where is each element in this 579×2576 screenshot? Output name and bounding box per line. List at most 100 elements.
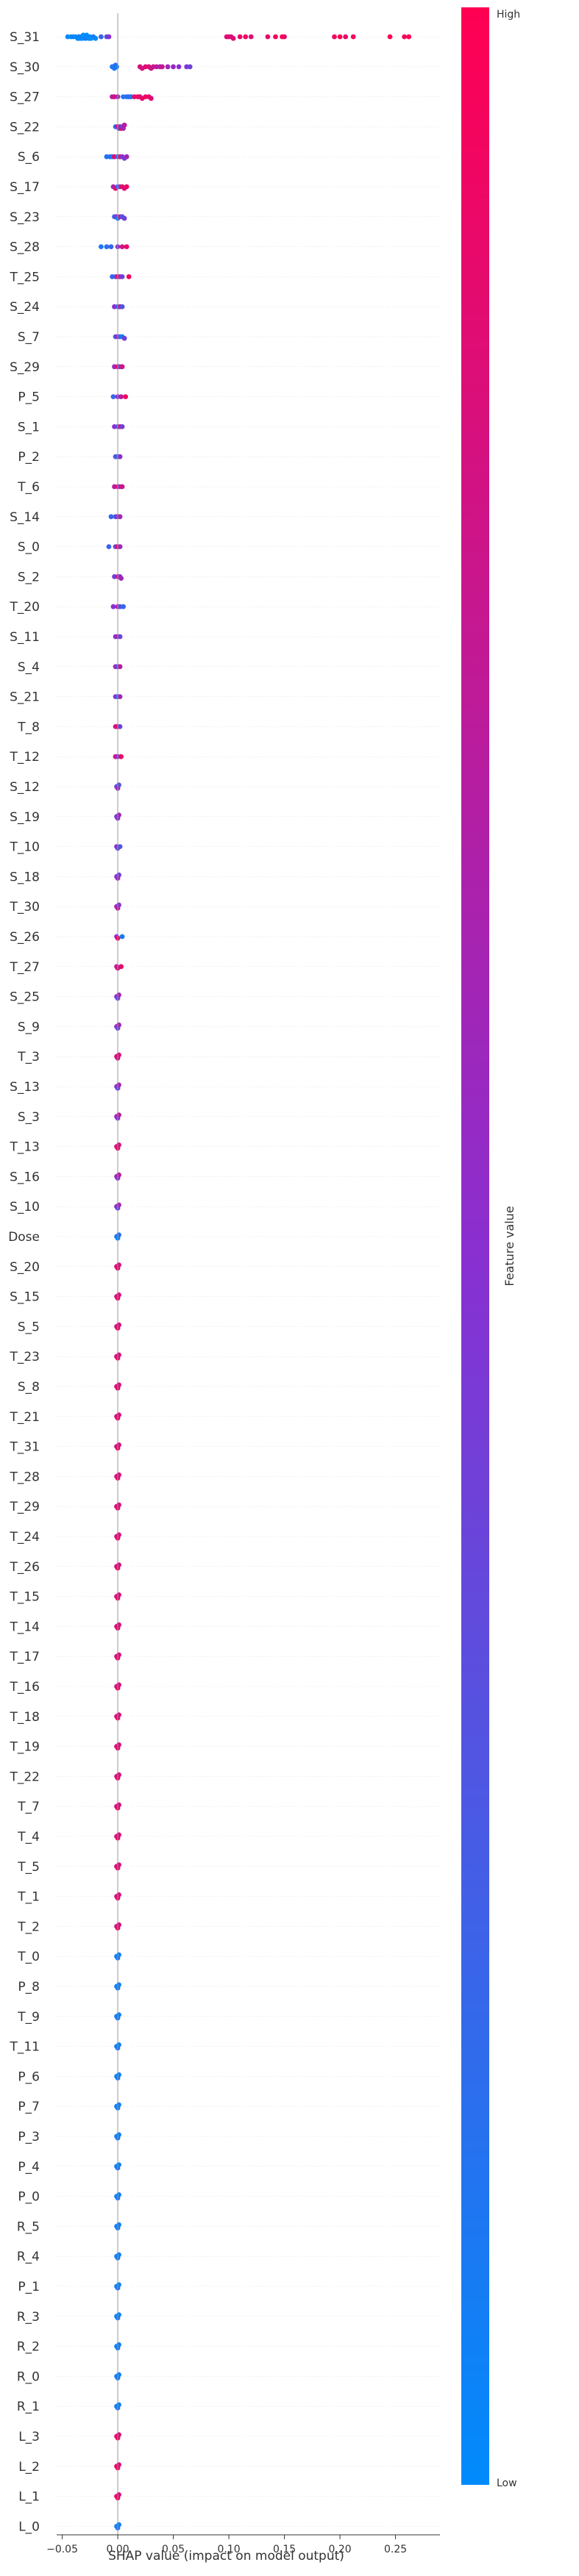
feature-label: T_14 (9, 1620, 40, 1634)
shap-point (116, 1532, 121, 1538)
x-tick-label: 0.20 (329, 2544, 352, 2555)
feature-label: T_13 (9, 1140, 40, 1155)
shap-point (117, 724, 123, 729)
shap-point (121, 335, 127, 341)
feature-label: T_4 (17, 1830, 40, 1845)
shap-point (116, 1742, 121, 1747)
shap-point (117, 454, 123, 459)
feature-label: T_7 (17, 1800, 40, 1814)
shap-point (273, 34, 278, 40)
shap-point (116, 1562, 121, 1568)
feature-label: S_9 (18, 1020, 40, 1034)
shap-point (116, 1172, 121, 1178)
feature-label: T_22 (9, 1770, 40, 1784)
shap-point (114, 64, 119, 70)
feature-label: T_10 (9, 840, 40, 855)
shap-point (106, 544, 112, 549)
colorbar-high-label: High (497, 9, 520, 21)
shap-point (117, 634, 123, 640)
feature-label: S_6 (18, 150, 40, 165)
feature-label: S_14 (10, 510, 40, 525)
shap-point (116, 1082, 121, 1088)
shap-point (116, 1712, 121, 1718)
feature-label: T_12 (9, 750, 40, 765)
shap-point (116, 1592, 121, 1598)
feature-label: S_21 (10, 690, 40, 705)
shap-point (116, 1202, 121, 1208)
feature-label: T_27 (9, 960, 40, 975)
shap-point (116, 812, 121, 817)
feature-label: T_21 (9, 1410, 40, 1425)
shap-point (116, 2102, 121, 2108)
feature-label: T_1 (17, 1890, 40, 1905)
feature-label: S_13 (10, 1080, 40, 1095)
shap-point (126, 274, 132, 279)
shap-point (116, 1682, 121, 1688)
colorbar-title: Feature value (502, 1206, 516, 1286)
shap-point (230, 35, 236, 41)
shap-point (243, 34, 249, 40)
x-tick-label: −0.05 (46, 2544, 78, 2555)
feature-label: P_2 (18, 450, 40, 465)
shap-point (116, 1652, 121, 1658)
feature-label: T_11 (9, 2040, 40, 2055)
shap-point (116, 1982, 121, 1988)
shap-point (176, 64, 182, 70)
shap-point (116, 1142, 121, 1148)
feature-label: T_29 (9, 1500, 40, 1514)
x-tick-label: 0.10 (217, 2544, 240, 2555)
shap-point (116, 1352, 121, 1358)
shap-point (116, 1862, 121, 1868)
feature-label: S_16 (10, 1170, 40, 1184)
feature-label: T_16 (9, 1680, 40, 1695)
shap-point (99, 244, 104, 249)
shap-point (387, 34, 393, 40)
shap-point (93, 35, 99, 41)
shap-point (116, 1382, 121, 1388)
feature-label: T_8 (17, 720, 40, 734)
shap-point (406, 34, 412, 40)
shap-point (119, 934, 125, 940)
feature-label: S_7 (18, 330, 40, 345)
feature-label: P_6 (18, 2069, 40, 2084)
feature-label: R_2 (17, 2340, 40, 2355)
shap-point (116, 1412, 121, 1417)
shap-point (110, 394, 116, 399)
shap-point (116, 1622, 121, 1628)
shap-point (116, 1922, 121, 1928)
shap-point (116, 2342, 121, 2347)
shap-point (118, 576, 124, 581)
feature-label: S_19 (10, 810, 40, 825)
feature-label: P_3 (18, 2130, 40, 2144)
shap-point (116, 2492, 121, 2497)
shap-point (116, 2042, 121, 2047)
colorbar-low-label: Low (497, 2477, 517, 2489)
shap-point (116, 1892, 121, 1897)
shap-point (119, 244, 125, 249)
shap-point (116, 992, 121, 998)
feature-label: S_15 (10, 1290, 40, 1305)
shap-point (116, 1112, 121, 1117)
shap-point (148, 96, 154, 101)
feature-label: S_0 (18, 540, 40, 555)
shap-point (116, 2252, 121, 2258)
feature-label: T_3 (17, 1050, 40, 1065)
feature-label: T_0 (17, 1950, 40, 1964)
shap-point (116, 2072, 121, 2078)
feature-label: P_4 (18, 2160, 40, 2175)
feature-label: S_17 (10, 180, 40, 195)
shap-point (265, 34, 271, 40)
feature-label: S_20 (10, 1260, 40, 1275)
feature-label: T_20 (9, 600, 40, 615)
shap-point (99, 34, 104, 40)
feature-label: T_9 (17, 2010, 40, 2025)
shap-point (350, 34, 356, 40)
shap-point (116, 2282, 121, 2288)
shap-point (237, 34, 243, 40)
shap-point (116, 2132, 121, 2138)
shap-point (282, 34, 287, 40)
feature-label: L_0 (18, 2519, 40, 2534)
feature-label: R_5 (17, 2219, 40, 2234)
